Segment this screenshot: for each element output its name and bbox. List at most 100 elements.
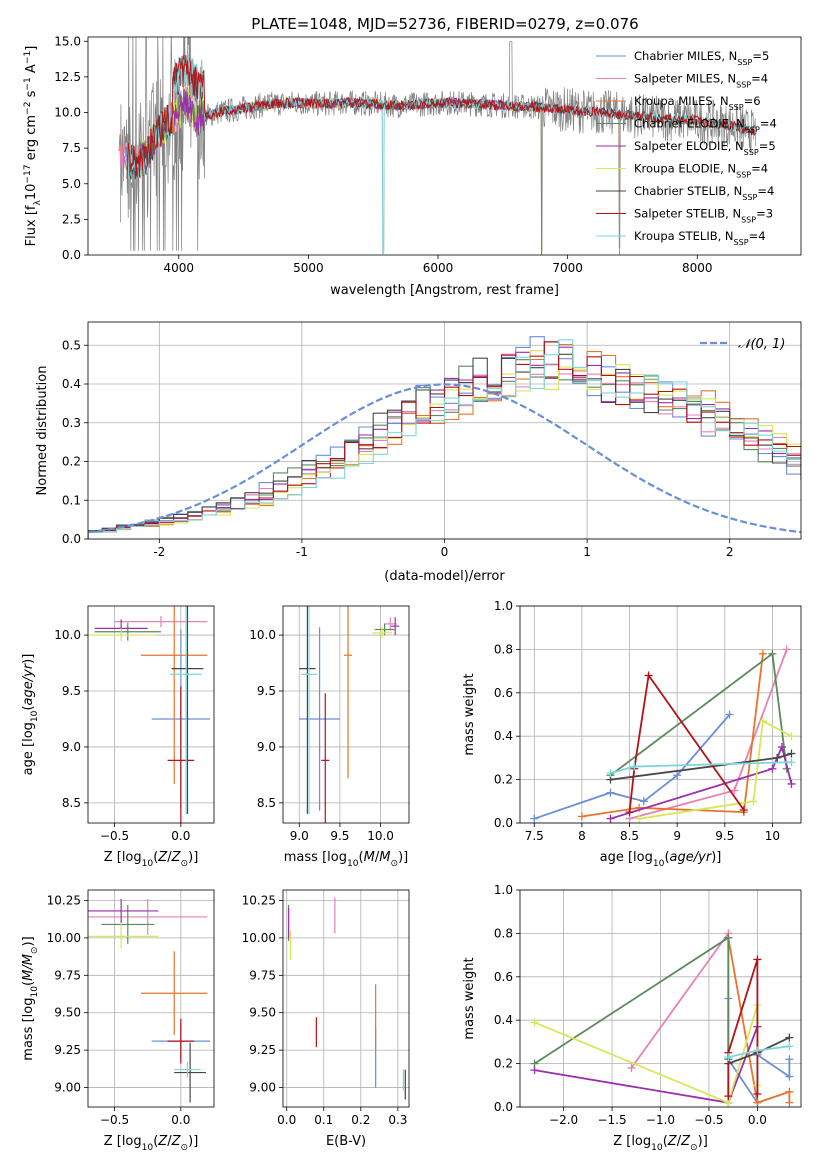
mass-weight-point [753,955,762,964]
x-tick-label: −0.5 [100,829,129,843]
y-tick-label: 10.00 [242,931,276,945]
mass-weight-point [644,671,653,680]
y-tick-label: 9.25 [54,1043,81,1057]
y-tick-label: 9.50 [54,1006,81,1020]
x-tick-label: 9 [673,829,681,843]
y-axis-label: Flux [fλ10−17 erg cm−2 s−1 A−1] [23,46,43,247]
mass-vs-EBV-grid [283,890,409,1107]
mass-weight-point [785,1087,794,1096]
y-tick-label: 12.5 [54,70,81,84]
y-tick-label: 0.8 [494,926,513,940]
y-tick-label: 0.4 [494,729,513,743]
mass-weight-point [627,1063,636,1072]
y-tick-label: 5.0 [62,177,81,191]
legend-entry: Chabrier ELODIE, NSSP=4 [634,117,777,135]
y-tick-label: 0.2 [494,773,513,787]
x-tick-label: 2 [726,545,734,559]
y-tick-label: 9.5 [62,684,81,698]
normal-curve-line [88,383,801,534]
x-axis-label: E(B-V) [326,1134,366,1149]
mass-weight-vs-Z-axes: −2.0 −1.5 −1.0 −0.5 0.0 0.0 0.2 0.4 0.6 0.8 1.0 Z [… [462,883,802,1153]
mass-weight-point [768,649,777,658]
age-vs-Z-grid [88,606,214,823]
residuals-frame [87,321,802,540]
mass-vs-Z-axes: −0.5 0.0 9.00 9.25 9.50 9.75 10.00 10.25 Z [log1… [21,889,215,1153]
y-tick-label: 0.3 [62,416,81,430]
mass-weight-point [777,743,786,752]
x-tick-label: 0.0 [171,1113,190,1127]
y-tick-label: 9.0 [62,740,81,754]
x-tick-label: −1.0 [646,1113,675,1127]
panel-residuals: -2 -1 0 1 2 0.0 0.1 0.2 0.3 0.4 0.5 (data-model)/er… [35,321,802,584]
y-tick-label: 0.2 [494,1057,513,1071]
y-tick-label: 15.0 [54,34,81,48]
y-tick-label: 9.50 [249,1006,276,1020]
x-tick-label: 1 [583,545,591,559]
residuals-axes: -2 -1 0 1 2 0.0 0.1 0.2 0.3 0.4 0.5 (data-model)/er… [35,321,802,584]
age-vs-mass-plot-area [299,606,400,823]
x-tick-label: 8.5 [620,829,639,843]
y-tick-label: 2.5 [62,212,81,226]
y-tick-label: 0.6 [494,970,513,984]
mass-weight-point [673,771,682,780]
y-tick-label: 0.2 [62,455,81,469]
x-tick-label: 7.5 [525,829,544,843]
mass-weight-point [724,933,733,942]
mass-weight-point [787,749,796,758]
y-tick-label: 9.75 [54,968,81,982]
panel-age-vs-mass: 9.0 9.5 10.0 8.5 9.0 9.5 10.0 mass [log10(M/M⊙)… [249,605,410,869]
histogram-series [88,339,801,539]
spectrum-plot-area [118,37,756,255]
x-axis-label: mass [log10(M/M⊙)] [284,850,408,869]
mass-weight-point [785,1072,794,1081]
panel-mass-weight-vs-Z: −2.0 −1.5 −1.0 −0.5 0.0 0.0 0.2 0.4 0.6 0.8 1.0 Z [… [462,883,802,1153]
y-axis-label: mass [log10(M/M⊙)] [21,936,40,1060]
mass-weight-point [758,717,767,726]
y-tick-label: 10.00 [47,931,81,945]
residuals-plot-area [88,336,801,539]
mass-weight-point [785,1098,794,1107]
x-tick-label: -2 [153,545,165,559]
x-tick-label: −0.5 [100,1113,129,1127]
x-tick-label: 0.0 [277,1113,296,1127]
mass-weight-point [785,1033,794,1042]
y-tick-label: 1.0 [494,883,513,897]
x-tick-label: 10.0 [367,829,394,843]
y-tick-label: 9.0 [257,740,276,754]
x-axis-label: age [log10(age/yr)] [600,850,722,869]
mass-weight-point [606,769,615,778]
histogram-series [88,346,801,539]
histogram-series [88,336,801,539]
mass-weight-point [782,645,791,654]
x-tick-label: -1 [296,545,308,559]
age-vs-mass-frame [282,605,410,824]
mass-weight-point [606,788,615,797]
age-vs-mass-axes: 9.0 9.5 10.0 8.5 9.0 9.5 10.0 mass [log10(M/M⊙)… [249,605,410,869]
mass-weight-point [530,814,539,823]
mass-weight-point [753,1089,762,1098]
y-tick-label: 10.0 [249,628,276,642]
mass-weight-point [785,1055,794,1064]
y-tick-label: 0.0 [62,532,81,546]
x-tick-label: 4000 [163,261,194,275]
mass-weight-point [749,797,758,806]
x-axis-label: (data-model)/error [384,569,505,584]
y-tick-label: 0.4 [494,1013,513,1027]
y-tick-label: 1.0 [494,599,513,613]
y-tick-label: 8.5 [62,796,81,810]
mass-weight-point [787,758,796,767]
legend-entry: Chabrier MILES, NSSP=5 [634,49,769,67]
mass-weight-point [724,1092,733,1101]
y-tick-label: 0.6 [494,686,513,700]
x-tick-label: 9.0 [290,829,309,843]
x-tick-label: 8 [578,829,586,843]
y-tick-label: 0.0 [62,248,81,262]
histogram-series [88,341,801,539]
mass-weight-point [753,1098,762,1107]
legend-entry: Kroupa MILES, NSSP=6 [634,94,761,112]
mass-weight-point [630,762,639,771]
mass-weight-point [625,808,634,817]
mass-weight-vs-age-grid [520,605,801,824]
y-tick-label: 10.0 [54,106,81,120]
figure-title: PLATE=1048, MJD=52736, FIBERID=0279, z=0… [251,15,638,33]
